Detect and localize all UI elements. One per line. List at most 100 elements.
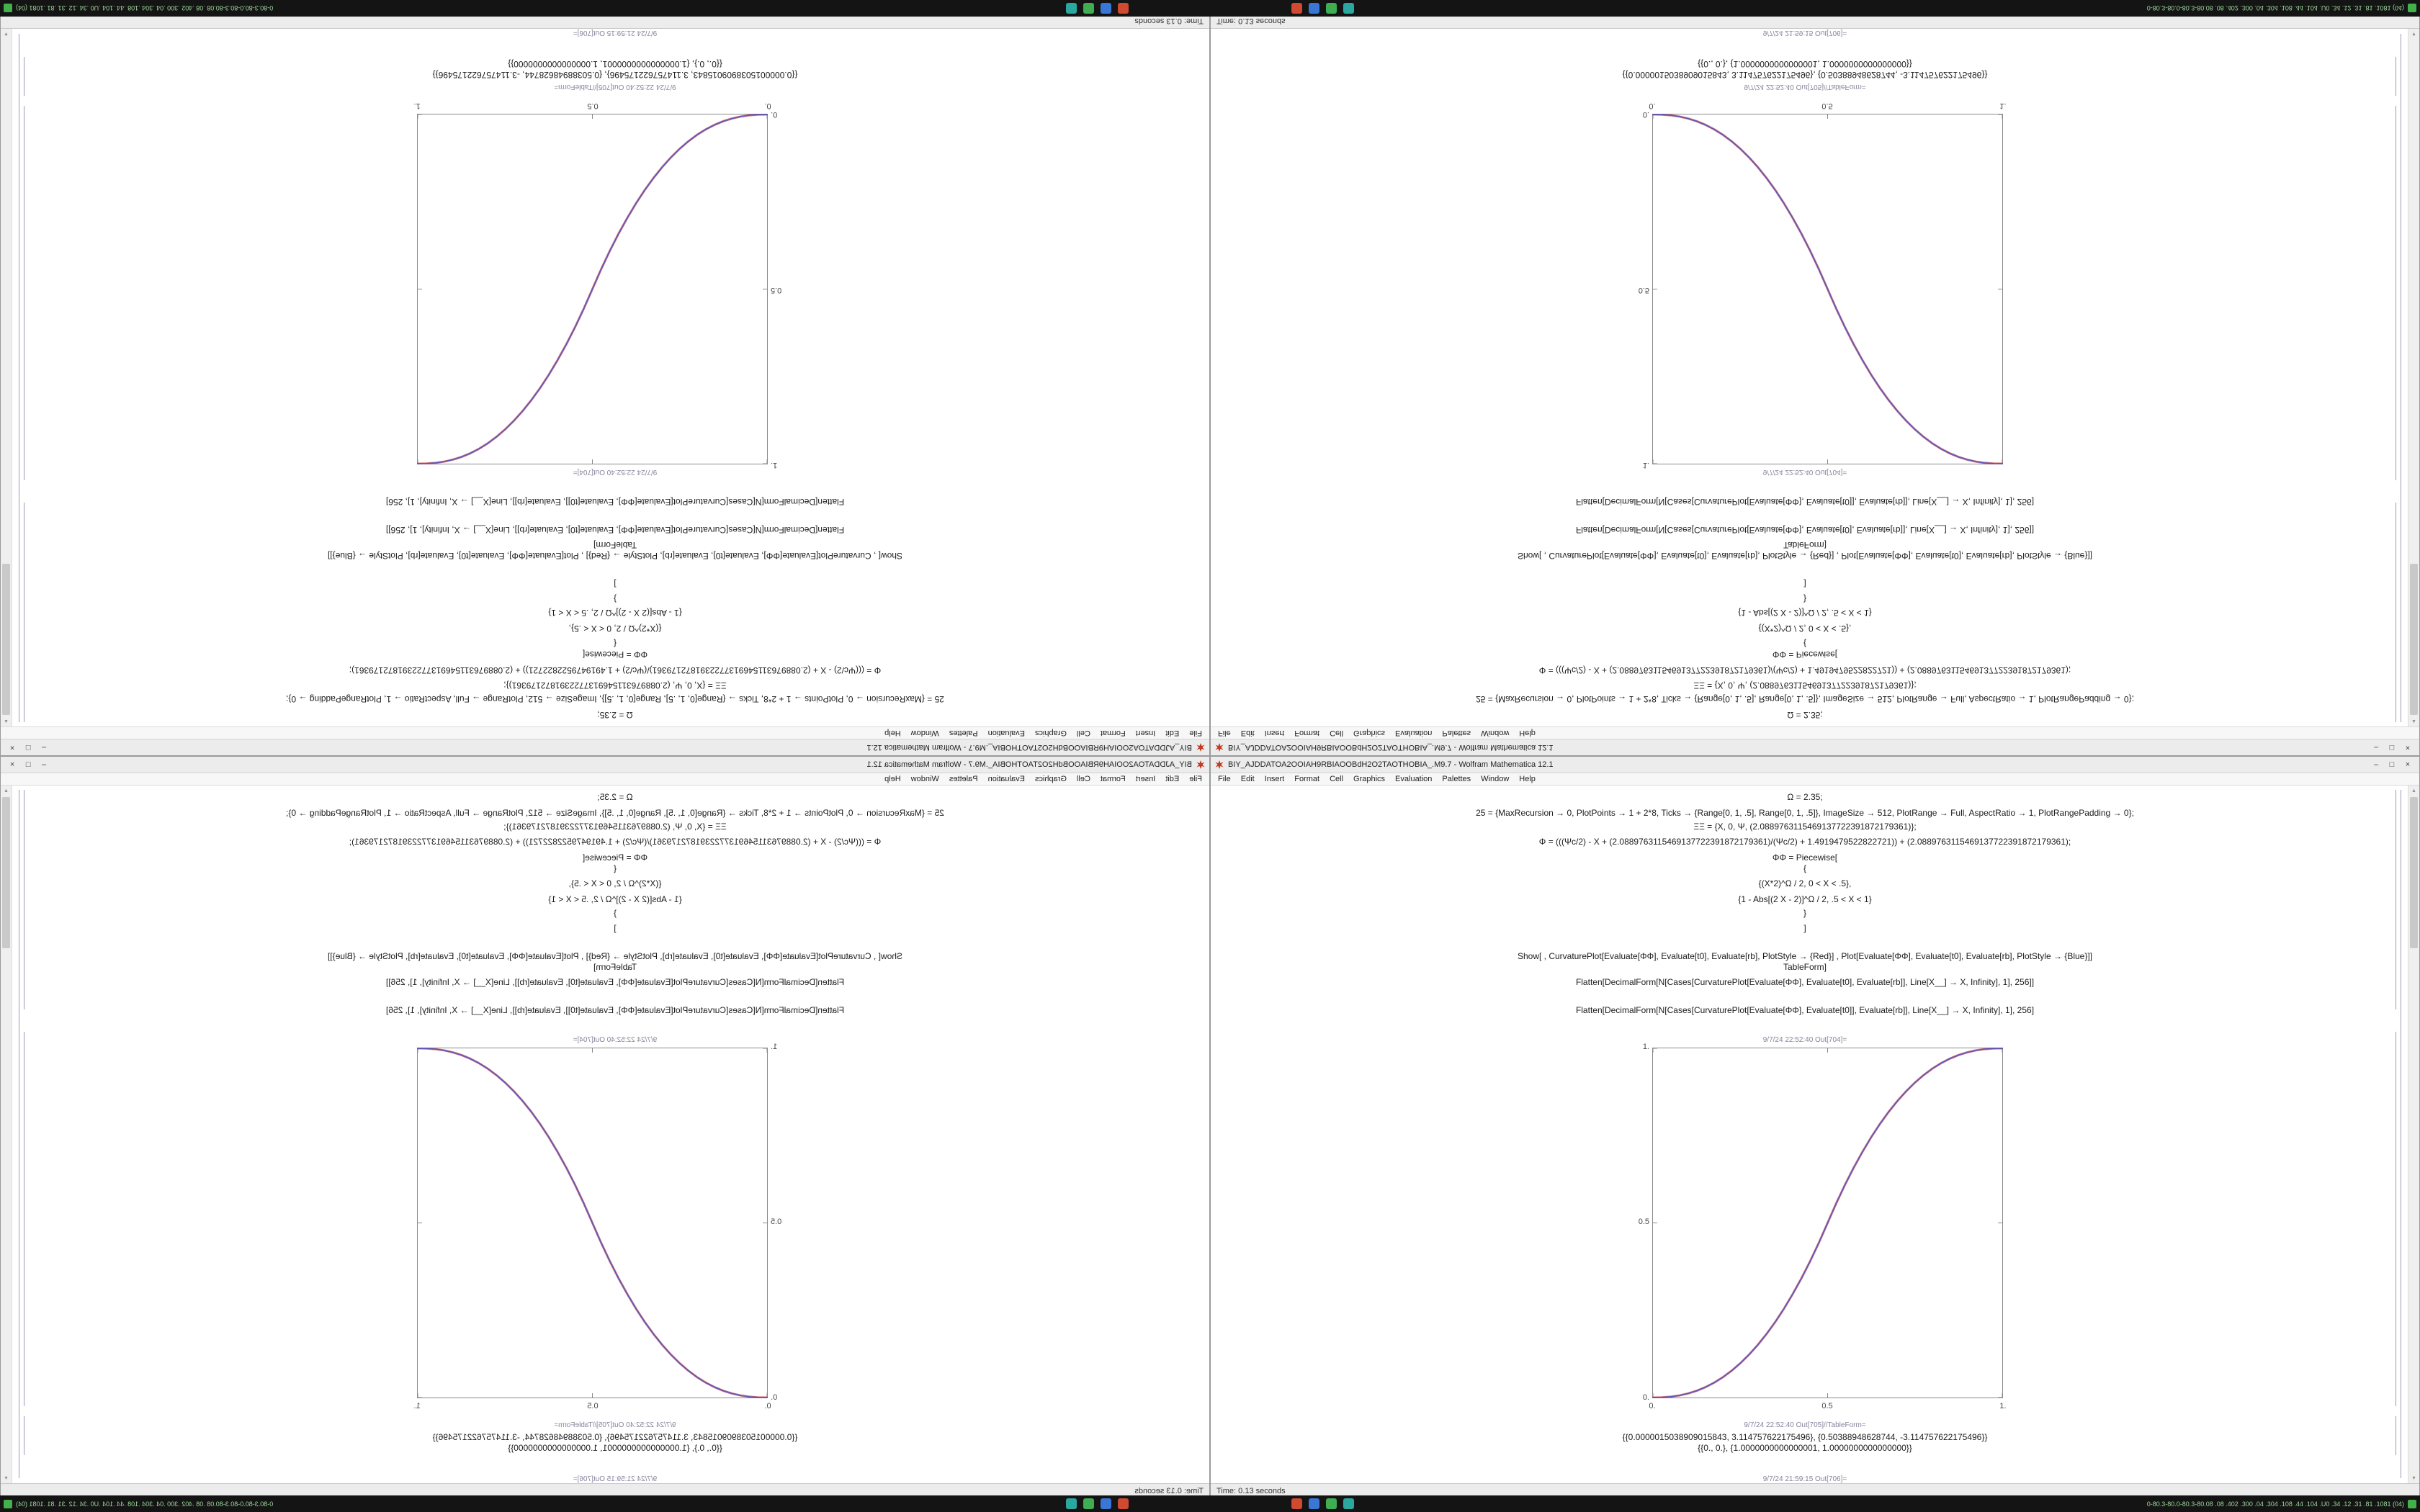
tableform-output-line[interactable]: {{0., 0.}, {1.0000000000000001, 1.000000… — [1698, 1443, 1912, 1453]
menu-item-insert[interactable]: Insert — [1264, 729, 1285, 737]
taskbar[interactable]: 0-80.3-80.0-80.3-80.08 .08 .402 .300 .04… — [1210, 0, 2420, 17]
close-button[interactable]: × — [2405, 760, 2411, 769]
taskbar-app-icon-green[interactable] — [1083, 3, 1094, 14]
code-line[interactable]: { — [614, 863, 617, 873]
code-line[interactable]: Φ = (((Ψc/2) - X + (2.088976311546913772… — [1538, 837, 2071, 847]
menu-item-format[interactable]: Format — [1100, 775, 1126, 783]
code-line[interactable]: TableForm] — [593, 962, 637, 972]
code-line[interactable]: {1 - Abs[(2 X - 2)]^Ω / 2, .5 < X < 1} — [1738, 894, 1872, 904]
menu-item-insert[interactable]: Insert — [1264, 775, 1285, 783]
menu-item-help[interactable]: Help — [1519, 729, 1536, 737]
sigmoid-curve-plot[interactable] — [1652, 114, 2003, 464]
taskbar-app-icon-teal[interactable] — [1066, 1498, 1077, 1509]
menu-item-help[interactable]: Help — [1519, 775, 1536, 783]
taskbar-app-icon-green[interactable] — [1326, 1498, 1337, 1509]
code-line[interactable]: {(X*2)^Ω / 2, 0 < X < .5}, — [1758, 624, 1852, 634]
code-line[interactable]: Flatten[DecimalForm[N[Cases[CurvaturePlo… — [1575, 525, 2035, 535]
vertical-scrollbar[interactable]: ▴ ▾ — [1, 29, 12, 726]
scrollbar-thumb[interactable] — [2, 797, 10, 948]
menu-item-cell[interactable]: Cell — [1330, 775, 1344, 783]
taskbar-app-icon-blue[interactable] — [1309, 3, 1319, 14]
menu-item-window[interactable]: Window — [1481, 729, 1510, 737]
code-line[interactable]: ΦΦ = Piecewise[ — [582, 649, 648, 660]
vertical-scrollbar[interactable]: ▴ ▾ — [2408, 29, 2419, 726]
code-line[interactable]: ] — [1803, 923, 1806, 933]
tray-app-icon[interactable] — [4, 1499, 12, 1508]
code-line[interactable]: ΞΞ = {X, 0, Ψ, (2.0889763115469137722391… — [503, 822, 727, 832]
code-line[interactable]: Show[ , CurvaturePlot[Evaluate[ΦΦ], Eval… — [327, 551, 903, 561]
menu-item-window[interactable]: Window — [910, 729, 939, 737]
code-line[interactable]: ] — [614, 579, 617, 589]
window-titlebar[interactable]: BIY_AJDDATOA2OOIAH9RBIAOOBdH2O2TAOTHOBIA… — [1211, 757, 2419, 773]
vertical-scrollbar[interactable]: ▴ ▾ — [1, 786, 12, 1483]
menu-item-format[interactable]: Format — [1294, 775, 1320, 783]
code-line[interactable]: Ω = 2.35; — [597, 710, 633, 720]
menu-item-help[interactable]: Help — [884, 729, 901, 737]
code-line[interactable]: ] — [1803, 579, 1806, 589]
menu-item-window[interactable]: Window — [910, 775, 939, 783]
taskbar[interactable]: 0-80.3-80.0-80.3-80.08 .08 .402 .300 .04… — [0, 1495, 1210, 1512]
scroll-up-arrow-icon[interactable]: ▴ — [4, 719, 8, 725]
close-button[interactable]: × — [9, 743, 15, 752]
menu-item-cell[interactable]: Cell — [1330, 729, 1344, 737]
code-line[interactable]: ΦΦ = Piecewise[ — [1772, 649, 1838, 660]
code-line[interactable]: } — [614, 594, 617, 604]
menu-item-palettes[interactable]: Palettes — [1442, 775, 1471, 783]
maximize-button[interactable]: □ — [25, 760, 31, 769]
code-line[interactable]: Flatten[DecimalForm[N[Cases[CurvaturePlo… — [385, 525, 845, 535]
code-line[interactable]: Show[ , CurvaturePlot[Evaluate[ΦΦ], Eval… — [1517, 551, 2093, 561]
sigmoid-curve-plot[interactable] — [1652, 1048, 2003, 1398]
scroll-up-arrow-icon[interactable]: ▴ — [2412, 719, 2416, 725]
taskbar-app-icon-green[interactable] — [1083, 1498, 1094, 1509]
tableform-output-line[interactable]: {{0.0000015038909015843, 3.1147576221754… — [432, 1432, 798, 1442]
minimize-button[interactable]: – — [2373, 743, 2379, 752]
taskbar-app-icon-blue[interactable] — [1101, 1498, 1111, 1509]
notebook-content[interactable]: Ω = 2.35; 25 = {MaxRecursion → 0, PlotPo… — [1, 29, 1209, 726]
menu-item-edit[interactable]: Edit — [1165, 729, 1180, 737]
code-line[interactable]: Φ = (((Ψc/2) - X + (2.088976311546913772… — [349, 665, 882, 675]
scroll-up-arrow-icon[interactable]: ▴ — [2412, 787, 2416, 793]
code-line[interactable]: Φ = (((Ψc/2) - X + (2.088976311546913772… — [1538, 665, 2071, 675]
menu-item-edit[interactable]: Edit — [1165, 775, 1180, 783]
code-line[interactable]: {(X*2)^Ω / 2, 0 < X < .5}, — [1758, 878, 1852, 888]
vertical-scrollbar[interactable]: ▴ ▾ — [2408, 786, 2419, 1483]
taskbar-app-icon-red[interactable] — [1118, 1498, 1129, 1509]
taskbar-app-icon-teal[interactable] — [1343, 1498, 1354, 1509]
window-titlebar[interactable]: BIY_AJDDATOA2OOIAH9RBIAOOBdH2O2TAOTHOBIA… — [1, 739, 1209, 755]
code-line[interactable]: 25 = {MaxRecursion → 0, PlotPoints → 1 +… — [286, 694, 944, 704]
menu-item-graphics[interactable]: Graphics — [1034, 729, 1067, 737]
minimize-button[interactable]: – — [2373, 760, 2379, 769]
code-line[interactable]: } — [614, 908, 617, 918]
scrollbar-thumb[interactable] — [2, 564, 10, 715]
menu-item-insert[interactable]: Insert — [1135, 775, 1156, 783]
menu-item-file[interactable]: File — [1218, 775, 1231, 783]
notebook-content[interactable]: Ω = 2.35; 25 = {MaxRecursion → 0, PlotPo… — [1211, 786, 2419, 1483]
maximize-button[interactable]: □ — [2389, 743, 2395, 752]
code-line[interactable]: {1 - Abs[(2 X - 2)]^Ω / 2, .5 < X < 1} — [1738, 608, 1872, 618]
taskbar-app-icon-blue[interactable] — [1101, 3, 1111, 14]
tableform-output-line[interactable]: {{0.0000015038909015843, 3.1147576221754… — [1622, 70, 1988, 80]
taskbar-app-icon-teal[interactable] — [1066, 3, 1077, 14]
menu-item-evaluation[interactable]: Evaluation — [1395, 729, 1433, 737]
scrollbar-thumb[interactable] — [2410, 564, 2418, 715]
code-line[interactable]: Flatten[DecimalForm[N[Cases[CurvaturePlo… — [1575, 1005, 2035, 1015]
code-line[interactable]: {1 - Abs[(2 X - 2)]^Ω / 2, .5 < X < 1} — [548, 894, 682, 904]
close-button[interactable]: × — [9, 760, 15, 769]
menu-item-file[interactable]: File — [1218, 729, 1231, 737]
menu-item-format[interactable]: Format — [1100, 729, 1126, 737]
code-line[interactable]: Ω = 2.35; — [597, 792, 633, 802]
menu-item-file[interactable]: File — [1189, 775, 1202, 783]
scroll-up-arrow-icon[interactable]: ▴ — [4, 787, 8, 793]
sigmoid-curve-plot[interactable] — [417, 1048, 768, 1398]
window-titlebar[interactable]: BIY_AJDDATOA2OOIAH9RBIAOOBdH2O2TAOTHOBIA… — [1, 757, 1209, 773]
code-line[interactable]: } — [1803, 594, 1806, 604]
menu-item-edit[interactable]: Edit — [1240, 729, 1255, 737]
menu-item-evaluation[interactable]: Evaluation — [987, 775, 1025, 783]
menu-item-insert[interactable]: Insert — [1135, 729, 1156, 737]
tray-app-icon[interactable] — [4, 4, 12, 13]
taskbar-app-icon-red[interactable] — [1291, 3, 1302, 14]
scroll-down-arrow-icon[interactable]: ▾ — [4, 31, 8, 37]
taskbar-app-icon-teal[interactable] — [1343, 3, 1354, 14]
scroll-down-arrow-icon[interactable]: ▾ — [4, 1475, 8, 1481]
code-line[interactable]: ΞΞ = {X, 0, Ψ, (2.0889763115469137722391… — [1693, 822, 1917, 832]
